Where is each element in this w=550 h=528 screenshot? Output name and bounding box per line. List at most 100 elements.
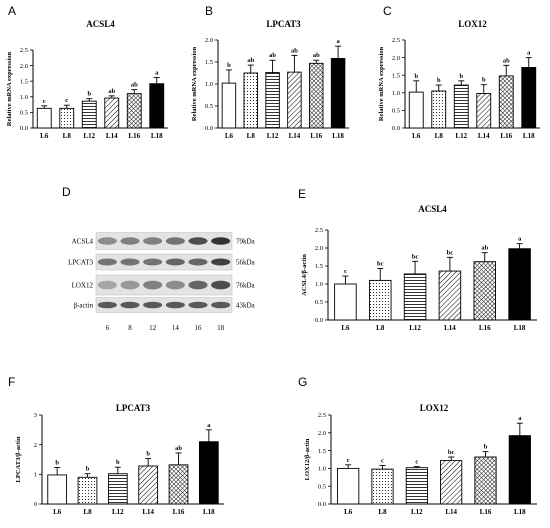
y-tick-label: 1.0 [392, 90, 400, 97]
blot-band [120, 258, 140, 266]
bar-l6 [221, 82, 237, 129]
x-tick-label: L16 [310, 132, 322, 140]
bar-l16 [473, 261, 496, 321]
significance-letter: ab [108, 88, 115, 95]
y-tick-label: 0.0 [318, 501, 326, 508]
x-tick-label: L6 [53, 508, 62, 516]
y-tick-label: 1.5 [205, 59, 213, 66]
significance-letter: b [227, 62, 231, 69]
blot-lane-label: 6 [106, 324, 110, 332]
western-blot-panel: D ACSL4 79kDa LPCAT3 56kDa LOX12 76kDa β-actin… [62, 185, 256, 332]
significance-letter: a [207, 422, 211, 429]
blot-lane-label: 12 [149, 324, 157, 332]
significance-letter: bc [448, 449, 455, 456]
blot-band [143, 301, 163, 309]
x-tick-label: L16 [480, 508, 492, 516]
chart-title: LOX12 [420, 403, 449, 413]
y-tick-label: 1 [34, 472, 37, 479]
x-tick-label: L14 [289, 132, 301, 140]
significance-letter: b [482, 77, 486, 84]
y-tick-label: 1.0 [205, 81, 213, 88]
panel-letter: G [298, 375, 307, 389]
x-tick-label: L14 [106, 132, 118, 140]
significance-letter: c [415, 459, 418, 466]
x-tick-label: L16 [128, 132, 140, 140]
blot-band [120, 237, 140, 245]
y-tick-label: 0 [34, 501, 37, 508]
y-tick-label: 2.5 [392, 37, 400, 44]
bar-chart-e: E ACSL4 0.0 0.5 1.0 1.5 2.0 2.5 ACSL4/β-actin c L6… [298, 187, 537, 332]
y-tick-label: 0.0 [20, 125, 28, 132]
chart-title: ACSL4 [86, 19, 115, 29]
significance-letter: b [414, 73, 418, 80]
significance-letter: ab [247, 57, 254, 64]
x-tick-label: L14 [444, 324, 456, 332]
significance-letter: bc [377, 261, 384, 268]
bar-l6 [408, 91, 424, 129]
y-tick-label: 0.5 [315, 299, 323, 306]
blot-band [165, 237, 185, 245]
y-tick-label: 1.0 [318, 466, 326, 473]
bar-l16 [126, 93, 142, 129]
y-tick-label: 2.0 [318, 430, 326, 437]
significance-letter: a [518, 236, 522, 243]
x-tick-label: L16 [479, 324, 491, 332]
blot-strip [95, 253, 233, 271]
chart-title: LPCAT3 [266, 19, 301, 29]
blot-lane-label: 18 [217, 324, 225, 332]
x-tick-label: L8 [378, 508, 387, 516]
blot-band [211, 258, 231, 266]
bar-l12 [107, 473, 128, 505]
x-tick-label: L18 [203, 508, 215, 516]
x-tick-label: L8 [63, 132, 72, 140]
significance-letter: a [155, 69, 159, 76]
blot-band [97, 237, 117, 245]
significance-letter: ab [131, 82, 138, 89]
significance-letter: c [344, 268, 347, 275]
x-tick-label: L18 [514, 324, 526, 332]
bar-l6 [47, 474, 68, 505]
significance-letter: ab [503, 57, 510, 64]
panel-letter: B [205, 4, 213, 18]
significance-letter: b [146, 451, 150, 458]
bar-l6 [36, 107, 52, 129]
significance-letter: b [484, 444, 488, 451]
blot-band [143, 280, 163, 290]
bar-l12 [403, 273, 427, 321]
y-tick-label: 3 [34, 412, 37, 419]
bar-l18 [521, 67, 537, 129]
blot-band [188, 280, 208, 290]
blot-band [165, 301, 185, 309]
blot-band [188, 237, 208, 245]
blot-band [143, 258, 163, 266]
significance-letter: c [381, 458, 384, 465]
y-tick-label: 0.5 [20, 110, 28, 117]
bar-l18 [330, 58, 346, 129]
bar-chart-f: F LPCAT3 0 1 2 3 LPCAT3/β-actin b L6 b L8 b L12 b L14 a… [8, 375, 224, 516]
blot-band [165, 258, 185, 266]
significance-letter: ab [313, 52, 320, 59]
blot-size-label: 76kDa [236, 282, 256, 290]
y-tick-label: 2 [34, 442, 37, 449]
bar-l8 [243, 72, 258, 129]
x-tick-label: L12 [267, 132, 279, 140]
y-tick-label: 0.0 [392, 125, 400, 132]
x-tick-label: L8 [247, 132, 256, 140]
x-tick-label: L14 [478, 132, 490, 140]
significance-letter: ab [269, 52, 276, 59]
blot-lane-label: 8 [128, 324, 132, 332]
blot-band [143, 237, 163, 245]
y-tick-label: 0.0 [205, 125, 213, 132]
y-tick-label: 1.5 [20, 78, 28, 85]
bar-l8 [431, 90, 447, 129]
blot-strip [95, 274, 233, 296]
bar-l18 [508, 248, 531, 321]
bar-l8 [77, 476, 98, 505]
bar-l16 [474, 456, 497, 505]
significance-letter: b [55, 460, 59, 467]
y-axis-label: LPCAT3/β-actin [15, 436, 22, 482]
blot-lane-label: 14 [172, 324, 180, 332]
x-tick-label: L8 [376, 324, 385, 332]
significance-letter: c [65, 97, 68, 104]
x-tick-label: L6 [412, 132, 421, 140]
